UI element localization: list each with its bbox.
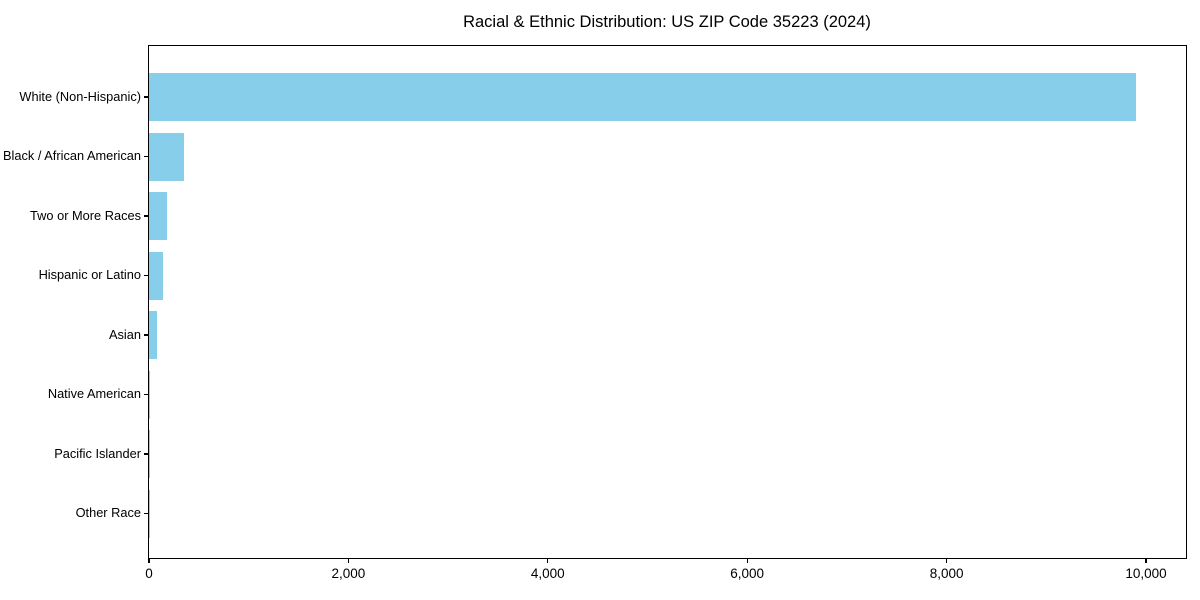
- y-tick-label: Hispanic or Latino: [38, 267, 141, 282]
- x-tick-mark: [148, 558, 150, 563]
- x-tick-label: 6,000: [730, 566, 765, 581]
- y-tick-mark: [144, 393, 148, 396]
- y-tick-mark: [144, 155, 148, 158]
- x-tick-label: 4,000: [530, 566, 565, 581]
- y-tick-mark: [144, 274, 148, 277]
- y-tick-label: White (Non-Hispanic): [19, 88, 141, 104]
- x-tick-mark: [547, 558, 549, 563]
- bar: [149, 73, 1137, 121]
- bar: [149, 192, 167, 240]
- chart-title: Racial & Ethnic Distribution: US ZIP Cod…: [463, 13, 871, 31]
- y-tick-mark: [144, 453, 148, 455]
- y-tick-label: Pacific Islander: [54, 445, 141, 461]
- y-tick-label: Other Race: [75, 505, 141, 520]
- x-tick-mark: [1145, 558, 1147, 563]
- x-tick-label: 0: [145, 566, 153, 581]
- y-tick-label: Asian: [108, 326, 141, 342]
- x-tick-mark: [946, 558, 948, 563]
- y-tick-mark: [144, 215, 148, 217]
- y-tick-mark: [144, 512, 148, 515]
- bar: [149, 132, 184, 181]
- y-tick-mark: [144, 334, 148, 336]
- y-tick-label: Native American: [47, 386, 141, 401]
- y-tick-label: Two or More Races: [30, 207, 141, 223]
- y-tick-label: Black / African American: [3, 148, 141, 163]
- bar: [149, 370, 151, 419]
- plot-area: [148, 45, 1187, 559]
- bar: [149, 311, 157, 359]
- x-tick-mark: [746, 558, 748, 563]
- x-tick-mark: [347, 558, 349, 563]
- x-tick-label: 8,000: [929, 566, 964, 581]
- x-tick-label: 2,000: [331, 566, 366, 581]
- x-tick-label: 10,000: [1125, 566, 1167, 581]
- y-tick-mark: [144, 96, 148, 98]
- bar: [149, 251, 164, 300]
